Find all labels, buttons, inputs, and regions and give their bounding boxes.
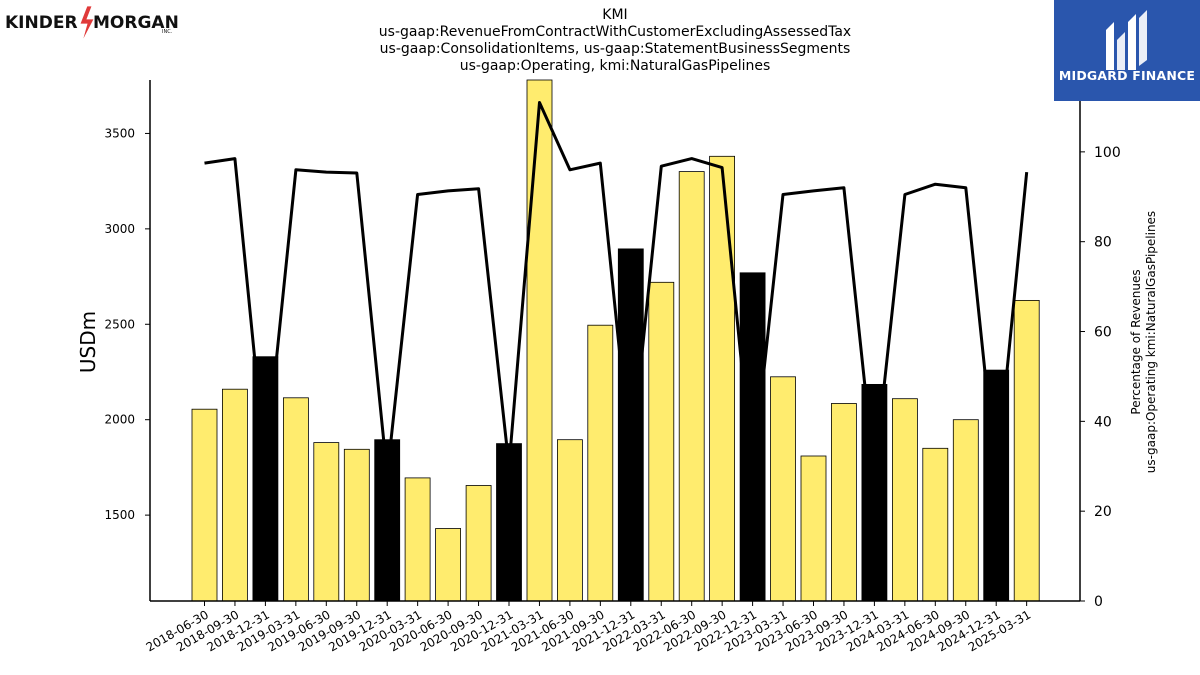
bar-2023-03-31 bbox=[770, 376, 796, 602]
bar-2024-09-30 bbox=[952, 419, 979, 602]
y-tick-label: 2000 bbox=[104, 413, 135, 427]
bar-2022-03-31 bbox=[648, 281, 675, 602]
bar-2024-06-30 bbox=[922, 447, 949, 602]
midgard-finance-text: MIDGARD FINANCE bbox=[1058, 68, 1196, 83]
bar-2021-09-30 bbox=[587, 324, 614, 602]
bar-2020-12-31 bbox=[496, 443, 522, 602]
bar-2022-12-31 bbox=[739, 272, 766, 602]
y-axis-right-label-line2: us-gaap:Operating kmi:NaturalGasPipeline… bbox=[1144, 211, 1158, 473]
bar-2023-06-30 bbox=[800, 455, 827, 602]
logo-text-morgan: MORGAN bbox=[93, 13, 179, 33]
line-layer bbox=[204, 101, 1029, 482]
y-tick-label: 3500 bbox=[104, 126, 135, 140]
bar-2018-09-30 bbox=[221, 388, 248, 602]
bar-2020-09-30 bbox=[465, 485, 492, 602]
bar-2018-06-30 bbox=[191, 408, 218, 602]
bar-2021-03-31 bbox=[526, 79, 553, 602]
chart-subtitle-1: us-gaap:RevenueFromContractWithCustomerE… bbox=[378, 24, 852, 40]
y-right-tick-label: 60 bbox=[1094, 325, 1112, 341]
axes-layer bbox=[149, 80, 1081, 602]
y-tick-label: 1500 bbox=[104, 508, 135, 522]
bar-2025-03-31 bbox=[1013, 299, 1040, 602]
bar-2022-06-30 bbox=[678, 171, 705, 602]
bar-2020-06-30 bbox=[435, 528, 462, 602]
bar-2021-12-31 bbox=[617, 248, 644, 602]
bar-2024-03-31 bbox=[892, 398, 918, 602]
y-right-tick-label: 100 bbox=[1094, 145, 1121, 161]
y-right-tick-label: 20 bbox=[1094, 504, 1112, 520]
y-tick-label: 3000 bbox=[104, 222, 135, 236]
y-right-tick-label: 0 bbox=[1094, 594, 1103, 610]
bar-2022-09-30 bbox=[709, 155, 735, 602]
y-tick-label: 2500 bbox=[104, 317, 135, 331]
bars-layer bbox=[191, 79, 1040, 602]
bar-2019-09-30 bbox=[343, 448, 370, 602]
y-right-tick-label: 80 bbox=[1094, 235, 1112, 251]
lightning-bolt-icon bbox=[79, 5, 95, 43]
bar-2019-06-30 bbox=[313, 442, 340, 602]
percentage-line bbox=[204, 101, 1029, 482]
bar-2023-09-30 bbox=[831, 403, 857, 602]
y-axis-right-label-line1: Percentage of Revenues bbox=[1129, 269, 1143, 414]
y-axis-label: USDm bbox=[76, 311, 100, 373]
chart-title: KMI bbox=[602, 7, 628, 23]
chart-subtitle-3: us-gaap:Operating, kmi:NaturalGasPipelin… bbox=[459, 58, 771, 74]
chart-subtitle-2: us-gaap:ConsolidationItems, us-gaap:Stat… bbox=[379, 41, 851, 57]
logo-text-kinder: KINDER bbox=[5, 13, 78, 33]
bar-2020-03-31 bbox=[404, 477, 431, 602]
kinder-morgan-logo: KINDER MORGAN INC. bbox=[4, 4, 184, 44]
bar-2023-12-31 bbox=[861, 383, 888, 602]
bar-2021-06-30 bbox=[557, 439, 583, 602]
y-right-tick-label: 40 bbox=[1094, 414, 1112, 430]
logo-text-inc: INC. bbox=[162, 29, 173, 35]
bar-2019-03-31 bbox=[282, 397, 309, 602]
midgard-finance-logo: MIDGARD FINANCE bbox=[1054, 0, 1200, 101]
midgard-emblem-icon bbox=[1106, 10, 1147, 70]
